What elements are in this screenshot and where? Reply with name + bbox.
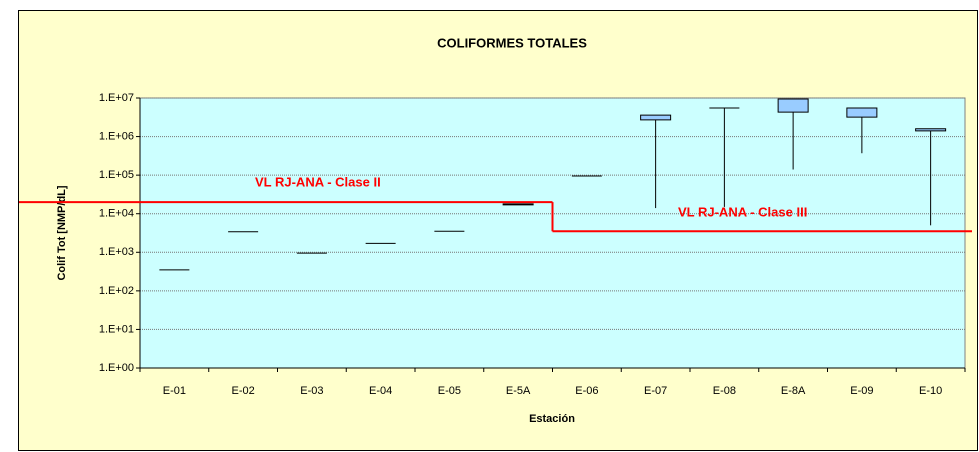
x-tick-label: E-06 (575, 385, 598, 397)
x-tick-label: E-5A (506, 385, 531, 397)
y-axis-title: Colif Tot [NMP/dL] (56, 185, 68, 280)
y-tick-label: 1.E+02 (99, 285, 134, 297)
y-tick-label: 1.E+07 (99, 92, 134, 104)
x-tick-label: E-07 (644, 385, 667, 397)
x-tick-label: E-09 (850, 385, 873, 397)
y-tick-label: 1.E+00 (99, 362, 134, 374)
x-tick-label: E-05 (438, 385, 461, 397)
x-tick-label: E-10 (919, 385, 942, 397)
chart-title: COLIFORMES TOTALES (437, 35, 587, 50)
box (640, 114, 672, 121)
y-tick-label: 1.E+03 (99, 246, 134, 258)
x-tick-label: E-8A (781, 385, 806, 397)
reference-label: VL RJ-ANA - Clase II (255, 175, 381, 190)
y-tick-label: 1.E+04 (99, 208, 134, 220)
y-tick-label: 1.E+05 (99, 169, 134, 181)
box (777, 98, 809, 113)
x-tick-label: E-04 (369, 385, 392, 397)
x-axis-title: Estación (529, 413, 575, 425)
y-tick-label: 1.E+06 (99, 130, 134, 142)
x-tick-label: E-08 (713, 385, 736, 397)
box (846, 107, 878, 118)
y-tick-label: 1.E+01 (99, 323, 134, 335)
box (915, 128, 947, 132)
plot-area (139, 97, 966, 369)
x-tick-label: E-01 (163, 385, 186, 397)
reference-label: VL RJ-ANA - Clase III (678, 205, 807, 220)
x-tick-label: E-03 (300, 385, 323, 397)
x-tick-label: E-02 (232, 385, 255, 397)
box (502, 203, 534, 206)
